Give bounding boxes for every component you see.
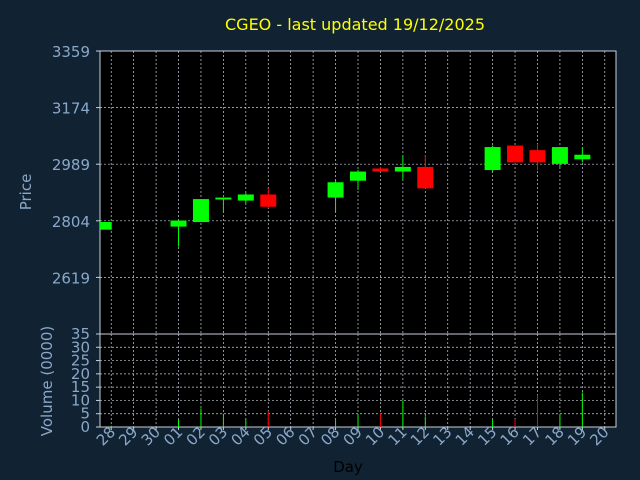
- candle: [394, 156, 411, 180]
- x-axis-label: Day: [333, 458, 363, 476]
- volume-tick-label: 0: [80, 418, 90, 436]
- candle-body: [551, 147, 568, 164]
- volume-axis-label: Volume (0000): [38, 326, 56, 436]
- candle: [417, 154, 434, 189]
- candle-body: [215, 197, 232, 200]
- candlestick-series: [100, 144, 591, 247]
- candle-body: [237, 194, 254, 201]
- candle: [574, 147, 591, 163]
- candle: [507, 145, 524, 163]
- candle-body: [529, 150, 546, 163]
- price-tick-label: 2804: [52, 213, 90, 231]
- price-tick-label: 2989: [52, 156, 90, 174]
- price-tick-label: 2619: [52, 269, 90, 287]
- candle-body: [260, 194, 277, 207]
- candle-body: [170, 220, 187, 227]
- candle: [372, 166, 389, 172]
- candle: [192, 199, 209, 223]
- candle: [350, 170, 366, 190]
- candle: [260, 188, 277, 209]
- candle-body: [100, 222, 112, 230]
- candle-body: [507, 145, 524, 163]
- candle: [484, 145, 501, 172]
- candle: [551, 147, 568, 167]
- candle-body: [417, 166, 434, 189]
- volume-tick-label: 15: [71, 378, 90, 396]
- candle-body: [327, 182, 344, 198]
- price-tick-label: 3174: [52, 100, 90, 118]
- price-axis-label: Price: [17, 174, 35, 211]
- price-tick-label: 3359: [52, 43, 90, 61]
- volume-tick-label: 5: [80, 405, 90, 423]
- candle-body: [574, 154, 591, 160]
- chart-title: CGEO - last updated 19/12/2025: [225, 15, 485, 34]
- candle-body: [372, 168, 389, 172]
- volume-tick-label: 35: [71, 325, 90, 343]
- candle: [237, 192, 254, 204]
- volume-tick-label: 20: [71, 365, 90, 383]
- candle-body: [350, 171, 366, 181]
- candle: [529, 144, 546, 171]
- candle: [327, 179, 344, 213]
- volume-tick-label: 10: [71, 391, 90, 409]
- candle: [170, 220, 187, 247]
- price-y-ticks: 3359 3174 2989 2804 2619: [52, 43, 100, 287]
- volume-tick-label: 25: [71, 352, 90, 370]
- price-grid: [100, 50, 616, 334]
- volume-series: [110, 392, 583, 427]
- candle-body: [192, 199, 209, 223]
- candle: [215, 197, 232, 213]
- candle-body: [484, 147, 501, 171]
- volume-tick-label: 30: [71, 338, 90, 356]
- candle-body: [394, 166, 411, 172]
- price-panel: 3359 3174 2989 2804 2619 Price: [17, 43, 617, 335]
- candle: [100, 222, 112, 230]
- day-x-ticks: 2829300102030405060708091011121314151617…: [93, 423, 613, 449]
